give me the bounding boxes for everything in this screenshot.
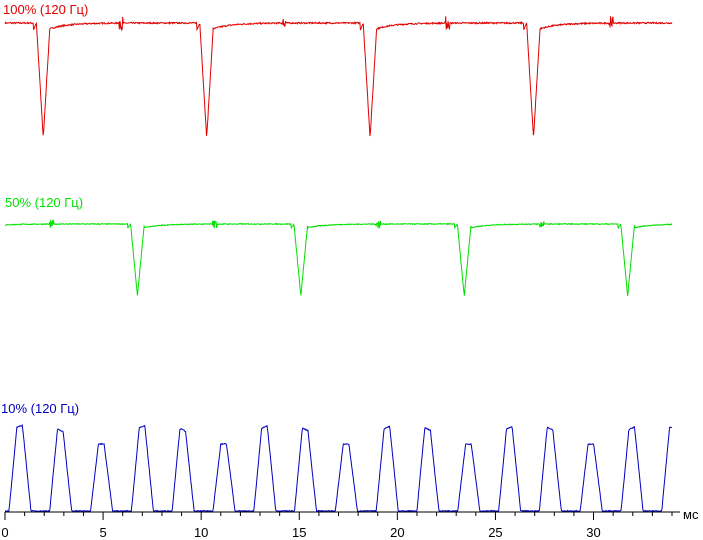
x-tick-label: 0 — [1, 525, 8, 540]
series-label-10: 10% (120 Гц) — [1, 401, 79, 416]
series-label-50: 50% (120 Гц) — [5, 195, 83, 210]
x-tick-label: 10 — [194, 525, 208, 540]
x-axis: 0 5 10 15 20 25 30 — [1, 511, 680, 540]
x-tick-label: 30 — [586, 525, 600, 540]
series-labels: 100% (120 Гц) 50% (120 Гц) 10% (120 Гц) — [1, 2, 88, 416]
x-axis-unit-label: мс — [683, 507, 699, 522]
series-line-1 — [4, 16, 673, 137]
traces — [4, 16, 673, 514]
x-tick-label: 25 — [488, 525, 502, 540]
x-tick-label: 20 — [390, 525, 404, 540]
series-label-100: 100% (120 Гц) — [3, 2, 88, 17]
series-line-3 — [5, 423, 673, 514]
x-tick-label: 5 — [99, 525, 106, 540]
series-line-2 — [4, 219, 673, 296]
x-tick-label: 15 — [292, 525, 306, 540]
